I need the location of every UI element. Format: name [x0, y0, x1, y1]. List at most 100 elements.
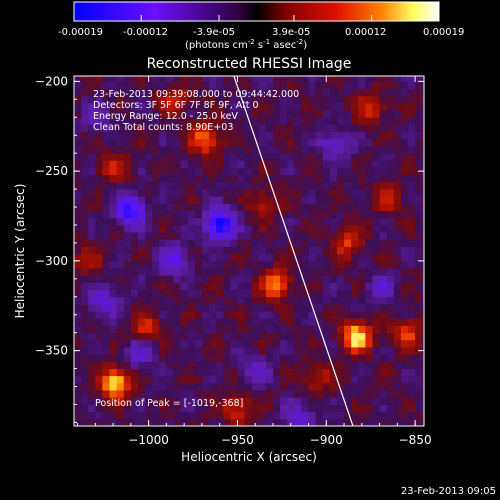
- heatmap-cell: [308, 167, 317, 176]
- heatmap-cell: [237, 361, 245, 369]
- heatmap-cell: [201, 332, 210, 341]
- heatmap-cell: [159, 246, 167, 255]
- heatmap-cell: [109, 81, 118, 89]
- heatmap-cell: [265, 189, 274, 197]
- heatmap-cell: [372, 268, 380, 276]
- heatmap-cell: [322, 131, 331, 140]
- heatmap-cell: [209, 124, 217, 133]
- heatmap-cell: [223, 253, 231, 262]
- heatmap-cell: [358, 275, 366, 283]
- heatmap-cell: [322, 411, 331, 420]
- heatmap-cell: [415, 181, 423, 190]
- heatmap-cell: [123, 382, 132, 391]
- heatmap-cell: [358, 339, 366, 348]
- heatmap-cell: [308, 347, 317, 355]
- heatmap-cell: [400, 210, 409, 219]
- heatmap-cell: [88, 246, 96, 255]
- heatmap-cell: [322, 146, 331, 154]
- heatmap-cell: [194, 217, 203, 226]
- heatmap-cell: [422, 368, 424, 377]
- heatmap-cell: [216, 224, 224, 233]
- heatmap-cell: [379, 282, 388, 290]
- heatmap-cell: [400, 332, 409, 341]
- heatmap-cell: [393, 95, 402, 104]
- heatmap-cell: [308, 260, 317, 269]
- heatmap-cell: [265, 224, 274, 233]
- heatmap-cell: [329, 146, 338, 154]
- heatmap-cell: [166, 368, 174, 377]
- heatmap-cell: [216, 131, 224, 140]
- heatmap-cell: [301, 411, 309, 420]
- heatmap-cell: [137, 203, 146, 212]
- heatmap-cell: [152, 282, 160, 290]
- heatmap-cell: [74, 382, 82, 391]
- heatmap-cell: [230, 138, 238, 147]
- heatmap-cell: [358, 332, 366, 341]
- heatmap-cell: [329, 282, 338, 290]
- heatmap-cell: [322, 275, 331, 283]
- heatmap-cell: [237, 246, 245, 255]
- heatmap-cell: [244, 325, 253, 334]
- heatmap-cell: [329, 318, 338, 326]
- heatmap-cell: [272, 404, 281, 413]
- heatmap-cell: [109, 203, 118, 212]
- heatmap-cell: [74, 217, 82, 226]
- heatmap-cell: [422, 196, 424, 204]
- heatmap-cell: [123, 418, 132, 426]
- heatmap-cell: [216, 146, 224, 154]
- heatmap-cell: [329, 138, 338, 147]
- heatmap-cell: [201, 318, 210, 326]
- heatmap-cell: [336, 110, 345, 118]
- heatmap-cell: [358, 354, 366, 362]
- heatmap-cell: [223, 411, 231, 420]
- heatmap-cell: [251, 318, 260, 326]
- heatmap-cell: [301, 311, 309, 319]
- heatmap-cell: [159, 174, 167, 183]
- heatmap-cell: [223, 196, 231, 204]
- heatmap-cell: [223, 76, 231, 82]
- heatmap-cell: [408, 239, 416, 247]
- heatmap-cell: [265, 117, 274, 125]
- heatmap-cell: [152, 239, 160, 247]
- heatmap-cell: [379, 311, 388, 319]
- heatmap-cell: [379, 117, 388, 125]
- heatmap-cell: [372, 239, 380, 247]
- heatmap-cell: [237, 332, 245, 341]
- heatmap-cell: [244, 117, 253, 125]
- heatmap-cell: [393, 390, 402, 398]
- heatmap-cell: [116, 325, 125, 334]
- heatmap-cell: [173, 95, 181, 104]
- heatmap-cell: [123, 153, 132, 161]
- heatmap-cell: [365, 253, 373, 262]
- heatmap-cell: [393, 354, 402, 362]
- heatmap-cell: [379, 138, 388, 147]
- heatmap-cell: [287, 339, 295, 348]
- heatmap-cell: [265, 196, 274, 204]
- heatmap-cell: [81, 102, 89, 111]
- heatmap-cell: [237, 196, 245, 204]
- heatmap-cell: [237, 210, 245, 219]
- heatmap-cell: [415, 95, 423, 104]
- heatmap-cell: [216, 160, 224, 168]
- heatmap-cell: [280, 167, 288, 176]
- heatmap-cell: [379, 411, 388, 420]
- heatmap-cell: [152, 375, 160, 384]
- heatmap-cell: [102, 95, 110, 104]
- heatmap-cell: [400, 368, 409, 377]
- heatmap-cell: [166, 296, 174, 305]
- heatmap-cell: [95, 88, 103, 97]
- heatmap-cell: [209, 318, 217, 326]
- heatmap-cell: [201, 196, 210, 204]
- heatmap-cell: [251, 397, 260, 405]
- heatmap-cell: [152, 102, 160, 111]
- heatmap-cell: [123, 390, 132, 398]
- heatmap-cell: [379, 167, 388, 176]
- heatmap-cell: [209, 311, 217, 319]
- heatmap-cell: [209, 354, 217, 362]
- heatmap-cell: [393, 189, 402, 197]
- heatmap-cell: [422, 146, 424, 154]
- heatmap-cell: [351, 196, 359, 204]
- heatmap-cell: [187, 76, 196, 82]
- heatmap-cell: [344, 339, 352, 348]
- heatmap-cell: [287, 88, 295, 97]
